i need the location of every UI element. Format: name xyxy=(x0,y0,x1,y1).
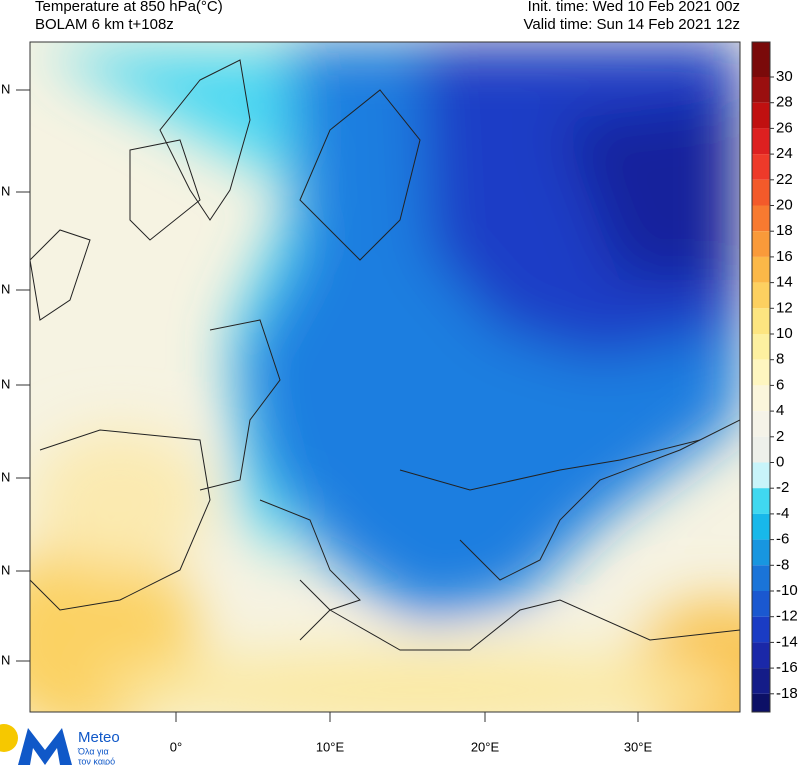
colorbar-segment xyxy=(752,668,770,694)
lon-label: 30°E xyxy=(624,739,653,754)
colorbar-label: -8 xyxy=(776,556,789,573)
colorbar-label: 26 xyxy=(776,119,793,136)
lat-label: N xyxy=(1,81,10,96)
colorbar-segment xyxy=(752,359,770,386)
colorbar-frame xyxy=(751,41,771,713)
valid-time: Valid time: Sun 14 Feb 2021 12z xyxy=(523,16,740,33)
lat-label: N xyxy=(1,562,10,577)
map xyxy=(30,42,740,712)
colorbar-segment xyxy=(752,488,770,514)
colorbar-label: 28 xyxy=(776,94,793,111)
map-title: Temperature at 850 hPa(°C) xyxy=(35,0,223,15)
colorbar-label: 10 xyxy=(776,325,793,342)
lat-label: N xyxy=(1,281,10,296)
colorbar-label: 8 xyxy=(776,351,784,368)
logo: Meteo Όλα για τον καιρό xyxy=(0,724,120,765)
colorbar-label: 24 xyxy=(776,145,793,162)
colorbar-segment xyxy=(752,436,770,463)
colorbar-segment xyxy=(752,693,770,712)
colorbar-segment xyxy=(752,642,770,669)
colorbar-segment xyxy=(752,282,770,309)
colorbar-segment xyxy=(752,334,770,360)
colorbar-label: 2 xyxy=(776,428,784,445)
colorbar-label: 0 xyxy=(776,453,784,470)
colorbar-label: -2 xyxy=(776,479,789,496)
colorbar-segment xyxy=(752,591,770,617)
colorbar-segment xyxy=(752,308,770,334)
colorbar-label: -14 xyxy=(776,633,798,650)
lon-label: 0° xyxy=(170,739,182,754)
logo-tagline: Όλα για xyxy=(77,746,109,756)
colorbar-label: -4 xyxy=(776,505,789,522)
colorbar-label: 30 xyxy=(776,68,793,85)
colorbar-segment xyxy=(752,231,770,257)
logo-name: Meteo xyxy=(78,729,120,746)
colorbar-segment xyxy=(752,462,770,489)
init-time: Init. time: Wed 10 Feb 2021 00z xyxy=(528,0,740,15)
colorbar-segment xyxy=(752,411,770,437)
colorbar: 302826242220181614121086420-2-4-6-8-10-1… xyxy=(751,41,798,713)
colorbar-segment xyxy=(752,42,770,77)
colorbar-label: 16 xyxy=(776,248,793,265)
colorbar-label: 4 xyxy=(776,402,784,419)
colorbar-label: 6 xyxy=(776,376,784,393)
colorbar-segment xyxy=(752,513,770,540)
lat-label: N xyxy=(1,652,10,667)
colorbar-label: -18 xyxy=(776,685,798,702)
colorbar-label: -10 xyxy=(776,582,798,599)
colorbar-segment xyxy=(752,179,770,206)
logo-dot xyxy=(0,724,18,752)
lat-label: N xyxy=(1,183,10,198)
colorbar-segment xyxy=(752,102,770,129)
colorbar-label: -6 xyxy=(776,531,789,548)
logo-mark xyxy=(18,728,72,765)
colorbar-segment xyxy=(752,256,770,283)
lat-label: N xyxy=(1,469,10,484)
colorbar-segment xyxy=(752,205,770,232)
colorbar-segment xyxy=(752,77,770,103)
lon-label: 20°E xyxy=(471,739,500,754)
colorbar-segment xyxy=(752,128,770,155)
colorbar-label: -16 xyxy=(776,659,798,676)
lon-label: 10°E xyxy=(316,739,345,754)
colorbar-label: 12 xyxy=(776,299,793,316)
colorbar-segment xyxy=(752,539,770,566)
colorbar-segment xyxy=(752,154,770,180)
map-frame xyxy=(29,41,741,713)
colorbar-segment xyxy=(752,565,770,591)
colorbar-segment xyxy=(752,385,770,412)
logo-tagline: τον καιρό xyxy=(78,756,115,765)
colorbar-label: 20 xyxy=(776,196,793,213)
colorbar-label: 22 xyxy=(776,171,793,188)
colorbar-label: -12 xyxy=(776,608,798,625)
colorbar-label: 14 xyxy=(776,274,793,291)
lat-label: N xyxy=(1,376,10,391)
colorbar-segment xyxy=(752,616,770,643)
colorbar-label: 18 xyxy=(776,222,793,239)
model-label: BOLAM 6 km t+108z xyxy=(35,16,174,33)
